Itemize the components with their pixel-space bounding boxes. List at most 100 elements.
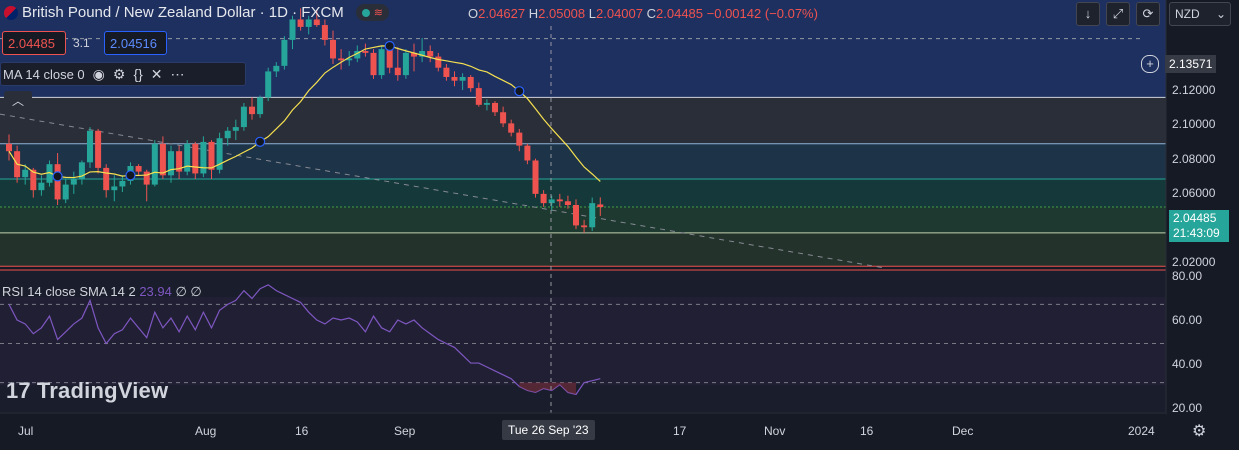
time-label: 16 <box>295 424 309 438</box>
candle-body <box>224 130 231 139</box>
rsi-line <box>8 284 601 396</box>
candle-body <box>240 106 247 128</box>
market-status[interactable]: ≋ <box>355 4 389 21</box>
snapshot-button[interactable]: ⟳ <box>1136 2 1160 26</box>
candle-body <box>281 39 288 66</box>
candle-body <box>313 19 320 26</box>
logo-text: TradingView <box>36 378 169 403</box>
rsi-extra: ∅ ∅ <box>175 284 202 299</box>
settings-gear-icon[interactable]: ⚙ <box>1192 423 1207 440</box>
sell-button[interactable]: 2.04485 <box>2 31 66 55</box>
braces-icon[interactable]: {} <box>133 66 143 82</box>
collapse-legend-button[interactable]: ︿ <box>4 91 32 111</box>
price-zone <box>0 143 1166 180</box>
candle-body <box>192 143 199 174</box>
plus-icon[interactable]: + <box>1141 54 1159 73</box>
low-value: 2.04007 <box>596 6 643 21</box>
candle-body <box>459 76 466 81</box>
candle-body <box>265 71 272 98</box>
candle-body <box>38 182 45 191</box>
candle-body <box>362 51 369 53</box>
down-arrow-button[interactable]: ↓ <box>1076 2 1100 26</box>
rsi-axis-label: 60.00 <box>1172 313 1203 327</box>
candle-body <box>338 58 345 61</box>
candle-body <box>151 143 158 185</box>
time-label: Jul <box>18 424 34 438</box>
candle-body <box>378 49 385 76</box>
high-value: 2.05008 <box>538 6 586 21</box>
candle-body <box>70 179 77 185</box>
price-label: 2.08000 <box>1172 152 1216 166</box>
candle-body <box>111 186 118 191</box>
candle-body <box>516 132 523 146</box>
chevron-up-icon: ︿ <box>11 94 24 108</box>
rsi-oversold-fill <box>519 382 576 395</box>
more-icon[interactable]: ⋯ <box>170 65 185 82</box>
open-value: 2.04627 <box>478 6 526 21</box>
rsi-band <box>0 297 1166 385</box>
fullscreen-button[interactable]: ⤢ <box>1106 2 1130 26</box>
candle-body <box>573 204 579 226</box>
candle-body <box>135 166 142 172</box>
crosshair-price: 2.13571 <box>1165 54 1217 73</box>
rsi-axis-label: 40.00 <box>1172 357 1203 371</box>
crosshair-date-tag: Tue 26 Sep '23 <box>502 420 595 440</box>
candle-body <box>475 88 482 105</box>
ohlc-readout: O2.04627 H2.05008 L2.04007 C2.04485 −0.0… <box>468 6 818 21</box>
candle-body <box>249 106 255 115</box>
symbol-header[interactable]: British Pound / New Zealand Dollar · 1D … <box>4 4 389 21</box>
high-label: H <box>528 6 539 21</box>
moving-average-line <box>8 40 601 182</box>
candle-body <box>208 141 215 170</box>
candle-body <box>200 141 207 174</box>
change-value: −0.00142 (−0.07%) <box>706 6 818 21</box>
candle-body <box>168 151 174 176</box>
candle-body <box>257 97 264 115</box>
current-price: 2.04485 <box>1173 211 1217 225</box>
arrow-down-icon: ↓ <box>1084 6 1092 21</box>
ma-line <box>8 45 601 182</box>
crosshair-price-tag: +2.13571 <box>1141 54 1227 73</box>
candle-body <box>589 203 596 228</box>
candle-body <box>62 184 69 200</box>
time-label: Nov <box>764 424 786 438</box>
tradingview-logo[interactable]: 17 TradingView <box>6 378 168 404</box>
currency-select[interactable]: NZD ⌄ <box>1169 2 1231 26</box>
refresh-icon: ⟳ <box>1142 6 1154 21</box>
rsi-axis-label: 20.00 <box>1172 401 1203 415</box>
candle-body <box>119 180 126 187</box>
candle-body <box>232 127 239 131</box>
price-label: 2.02000 <box>1172 255 1216 269</box>
candle-body <box>103 167 110 191</box>
spread-value: 3.1 <box>73 36 90 50</box>
candle-body <box>176 151 183 172</box>
ma-marker <box>514 86 525 97</box>
candle-body <box>22 169 29 178</box>
candle-body <box>556 199 563 202</box>
candle-body <box>6 143 12 152</box>
low-label: L <box>588 6 596 21</box>
candle-body <box>346 58 353 61</box>
currency-value: NZD <box>1175 7 1200 21</box>
chevron-down-icon: ⌄ <box>1215 7 1226 21</box>
eye-icon[interactable]: ◉ <box>92 65 105 82</box>
close-icon[interactable]: ✕ <box>150 65 163 82</box>
ma-indicator-legend[interactable]: MA 14 close 0 ◉ ⚙ {} ✕ ⋯ <box>0 62 246 86</box>
buy-button[interactable]: 2.04516 <box>104 31 167 55</box>
candle-body <box>216 138 223 170</box>
candle-body <box>524 145 531 161</box>
candle-body <box>354 51 361 59</box>
candle-body <box>427 51 434 57</box>
gbp-nzd-flag-icon <box>4 5 18 20</box>
candle-body <box>581 225 588 228</box>
time-label: Sep <box>394 424 416 438</box>
candle-body <box>492 102 498 113</box>
candle-body <box>297 19 304 27</box>
gear-icon[interactable]: ⚙ <box>112 65 126 82</box>
rsi-legend[interactable]: RSI 14 close SMA 14 2 23.94 ∅ ∅ <box>2 284 202 300</box>
candle-body <box>483 102 490 105</box>
candle-body <box>394 67 401 76</box>
candle-body <box>548 199 555 204</box>
candle-body <box>30 169 37 191</box>
